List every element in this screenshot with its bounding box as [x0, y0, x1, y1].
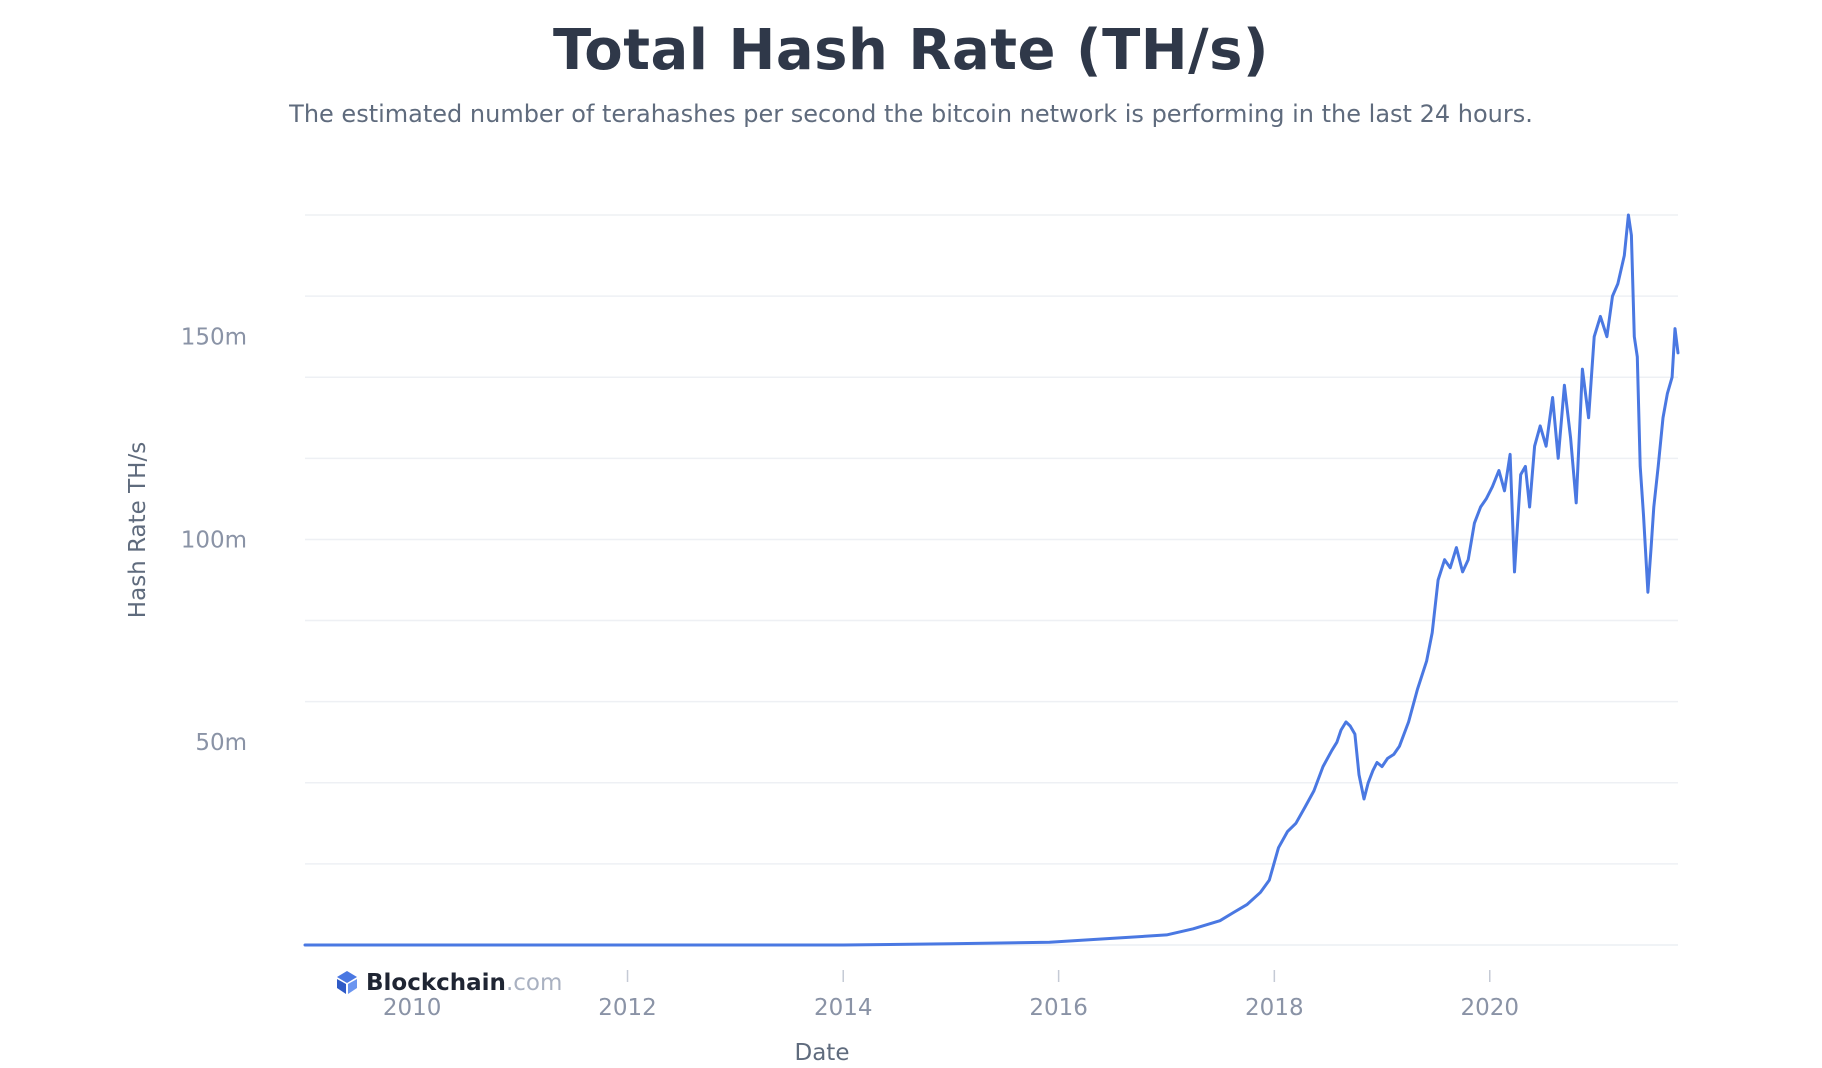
- brand-name: Blockchain: [366, 970, 506, 996]
- y-axis-ticks: 50m 100m 150m: [181, 325, 247, 757]
- x-tick-label: 2010: [383, 995, 442, 1021]
- y-axis-label: Hash Rate TH/s: [125, 442, 151, 618]
- blockchain-logo: Blockchain.com: [337, 970, 562, 996]
- chart-subtitle: The estimated number of terahashes per s…: [289, 100, 1533, 128]
- y-tick-label: 100m: [181, 527, 247, 553]
- x-axis-label: Date: [795, 1040, 850, 1066]
- blockchain-logo-icon: [337, 971, 357, 994]
- grid-lines: [305, 214, 1678, 865]
- x-tick-label: 2020: [1460, 995, 1519, 1021]
- svg-text:Blockchain.com: Blockchain.com: [366, 970, 562, 996]
- x-axis-ticks: 2010 2012 2014 2016 2018 2020: [383, 970, 1519, 1021]
- y-tick-label: 50m: [195, 730, 247, 756]
- x-tick-label: 2012: [598, 995, 657, 1021]
- chart-title: Total Hash Rate (TH/s): [552, 18, 1270, 83]
- x-tick-label: 2014: [814, 995, 873, 1021]
- series-line-hash-rate: [303, 213, 1680, 947]
- x-tick-label: 2016: [1029, 995, 1088, 1021]
- y-tick-label: 150m: [181, 325, 247, 351]
- x-tick-label: 2018: [1245, 995, 1304, 1021]
- brand-suffix: .com: [506, 970, 562, 996]
